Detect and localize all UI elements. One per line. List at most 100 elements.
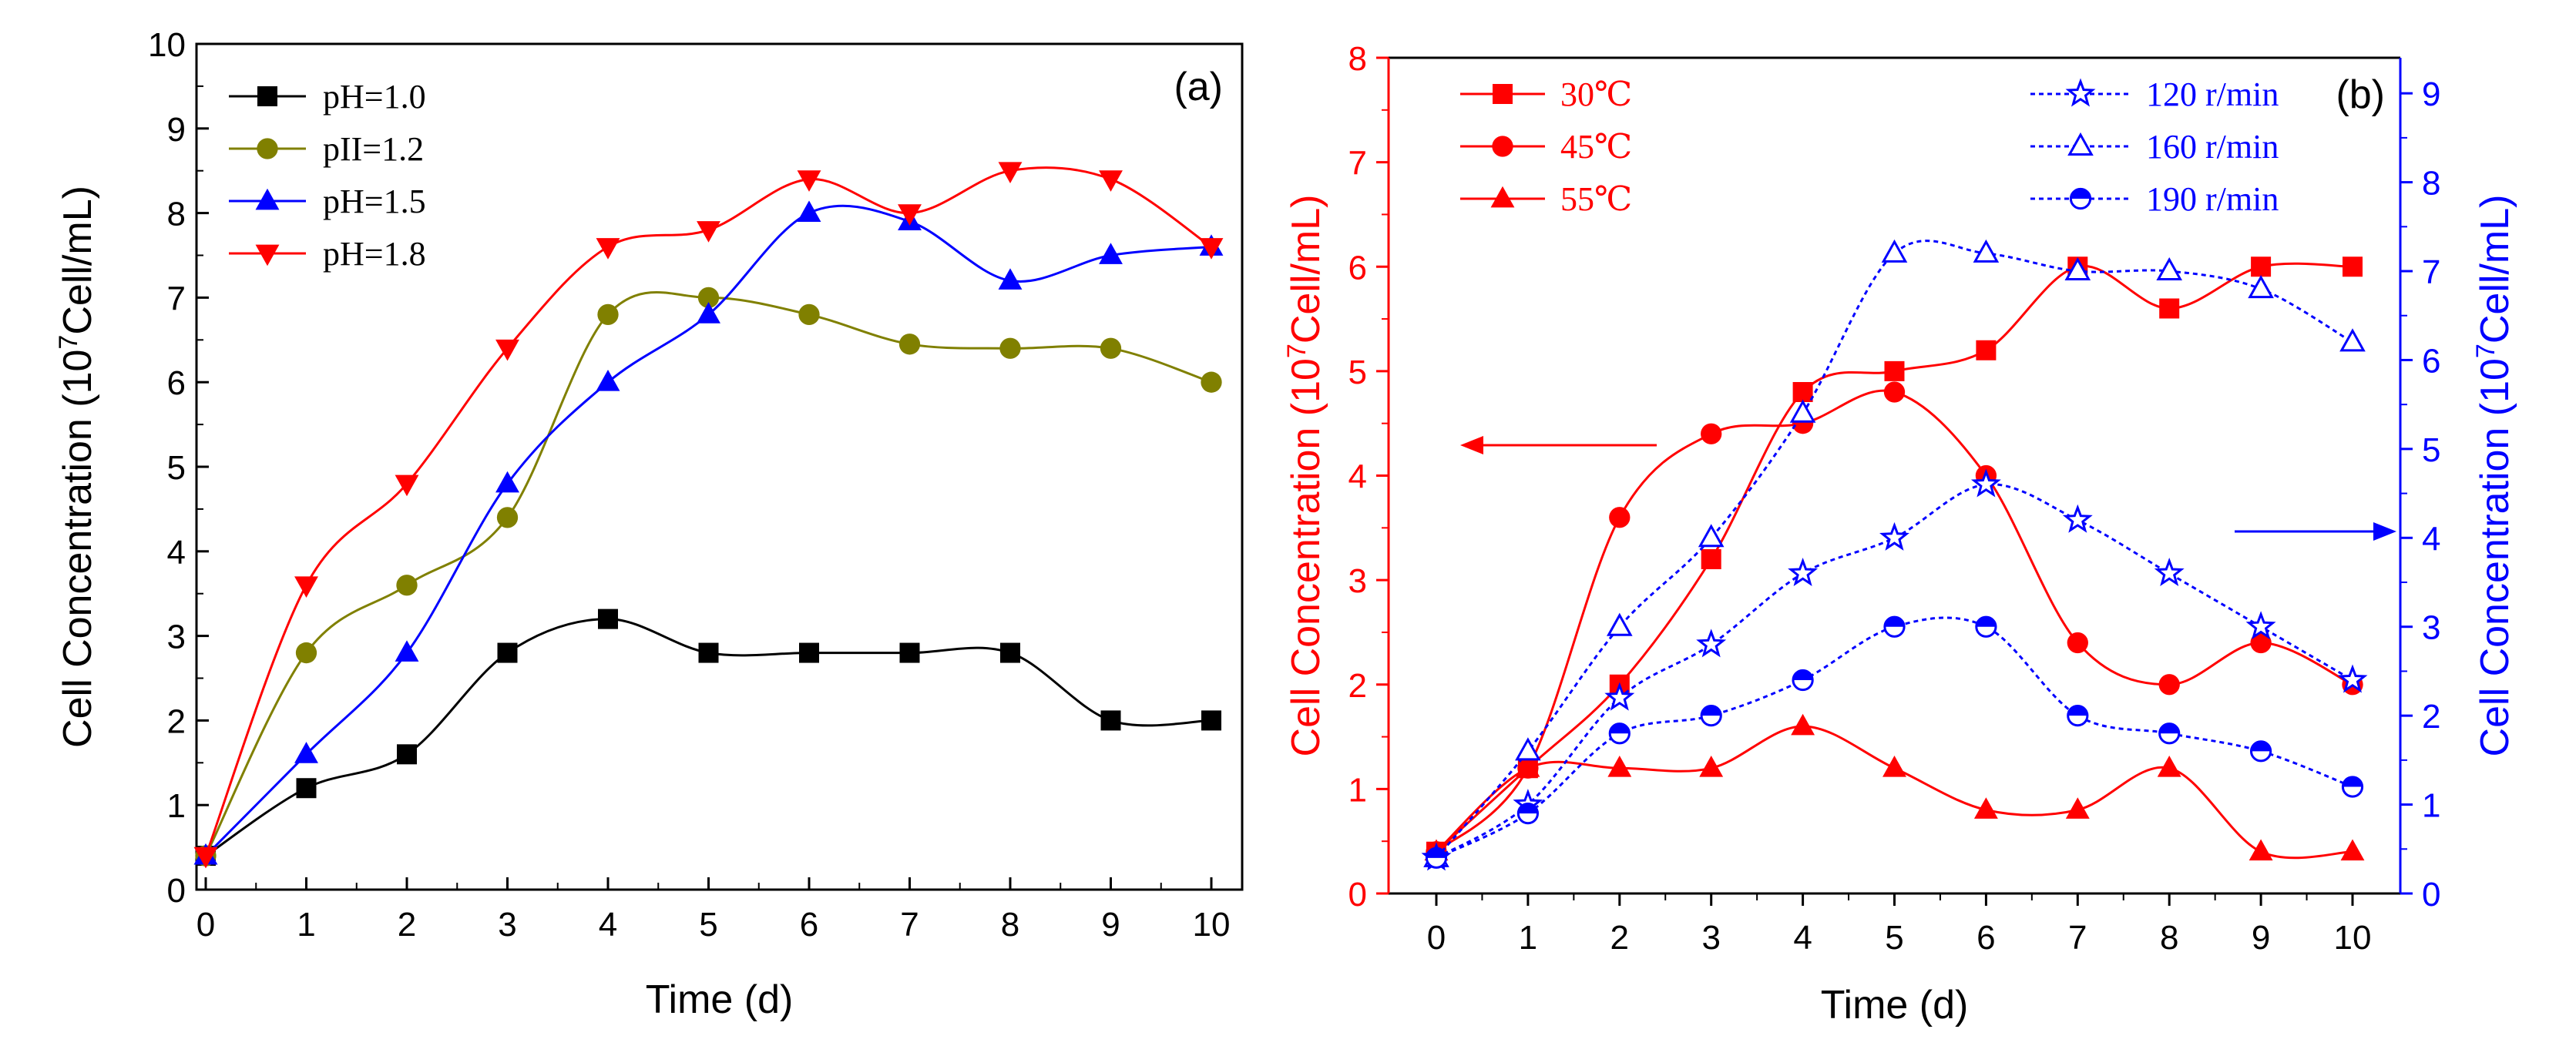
panel-b-right-legend-label: 120 r/min: [2146, 75, 2279, 113]
panel-a-point-ph-1-8: [193, 846, 218, 869]
panel-a-point-ph-1-0: [698, 642, 719, 663]
panel-a-point-pii-1-2: [295, 642, 317, 664]
panel-b-point-45: [2250, 632, 2272, 654]
panel-b-right-y-tick-label: 1: [2422, 787, 2440, 825]
panel-b-right-y-tick-label: 6: [2422, 342, 2440, 380]
panel-a-point-ph-1-0: [497, 642, 518, 663]
panel-b-left-y-tick-label: 8: [1348, 40, 1367, 78]
panel-b-point-190-r-min: [1883, 615, 1906, 638]
panel-b-point-55: [2065, 797, 2090, 819]
panel-b-right-legend-label: 160 r/min: [2146, 128, 2279, 166]
panel-b-point-160-r-min: [2064, 256, 2091, 281]
panel-b-left-y-tick-label: 4: [1348, 458, 1367, 496]
panel-b-point-55: [1607, 756, 1632, 777]
panel-b-point-190-r-min: [1516, 803, 1540, 825]
panel-a-chart: 0 1 2 3 4 5 6 7 8 9 10 0 1 2 3 4 5 6 7 8 9 10 Time (d) Cell Con…: [54, 26, 1244, 1022]
panel-a-x-tick-label: 6: [800, 906, 818, 944]
panel-a-point-pii-1-2: [597, 303, 619, 326]
panel-b-point-190-r-min: [2067, 705, 2089, 727]
panel-a-point-ph-1-8: [1099, 170, 1123, 192]
panel-b-x-tick-label: 0: [1427, 919, 1446, 957]
panel-a-point-ph-1-8: [797, 170, 821, 192]
panel-a-point-ph-1-5: [697, 302, 720, 324]
panel-a-point-pii-1-2: [697, 287, 720, 309]
panel-b-point-30: [1884, 360, 1905, 381]
panel-b-right-y-tick-label: 0: [2422, 876, 2440, 914]
panel-a-legend-marker: [255, 188, 280, 210]
panel-a-legend-marker: [255, 244, 280, 267]
panel-b-point-160-r-min: [2339, 328, 2366, 352]
panel-b-x-tick-label: 7: [2068, 919, 2087, 957]
panel-a-y-axis-label: Cell Concentration (107Cell/mL): [54, 186, 100, 748]
panel-b-point-160-r-min: [1789, 399, 1816, 423]
panel-a-point-ph-1-8: [596, 238, 620, 260]
panel-a-point-ph-1-5: [596, 369, 620, 391]
panel-b-point-120-r-min: [2154, 558, 2185, 587]
panel-a-x-tick-label: 8: [1001, 906, 1019, 944]
panel-b-series-line-45: [1435, 389, 2353, 853]
panel-b-right-legend-marker: [2069, 187, 2092, 210]
panel-b-left-legend-label: 45℃: [1560, 128, 1632, 166]
panel-a-x-tick-label: 1: [297, 906, 315, 944]
panel-a-series-line-ph-1-5: [204, 204, 1212, 857]
panel-a-point-ph-1-8: [998, 162, 1023, 183]
panel-b-point-45: [1701, 423, 1722, 444]
panel-a-point-ph-1-5: [1099, 243, 1123, 264]
panel-a-x-tick-label: 5: [699, 906, 717, 944]
panel-a-point-ph-1-0: [1201, 710, 1221, 731]
panel-b-point-190-r-min: [1700, 705, 1722, 727]
panel-b-point-30: [2251, 256, 2272, 277]
panel-b-chart: 0 1 2 3 4 5 6 7 8 0 1 2 3 4 5 6 7 8 9 0 1 2 3 4 5 6 7 8 9 10 Time (d) C…: [1282, 40, 2517, 1028]
panel-b-point-190-r-min: [2341, 776, 2364, 798]
panel-b-right-y-tick-label: 9: [2422, 75, 2440, 113]
panel-b-left-y-axis-label: Cell Concentration (107Cell/mL): [1282, 195, 1328, 757]
panel-b-series-line-190-r-min: [1436, 616, 2353, 860]
panel-b-x-tick-label: 5: [1885, 919, 1903, 957]
panel-b-left-y-tick-label: 5: [1348, 354, 1367, 391]
panel-b-point-160-r-min: [1881, 239, 1908, 263]
panel-a-x-tick-label: 0: [196, 906, 215, 944]
panel-a-y-tick-label: 4: [167, 534, 186, 572]
panel-a-point-ph-1-5: [797, 200, 821, 222]
panel-a-point-ph-1-5: [495, 471, 519, 493]
panel-a-point-ph-1-8: [898, 204, 922, 226]
panel-b-right-y-tick-label: 2: [2422, 698, 2440, 736]
panel-a-point-ph-1-0: [598, 608, 618, 629]
panel-b-point-45: [1883, 381, 1906, 403]
panel-a-point-pii-1-2: [1100, 337, 1122, 359]
panel-a-point-pii-1-2: [798, 303, 820, 326]
panel-b-left-y-tick-label: 3: [1348, 562, 1367, 600]
panel-a-y-tick-label: 1: [167, 787, 186, 825]
panel-b-point-30: [1792, 382, 1813, 402]
panel-a-x-tick-label: 4: [599, 906, 617, 944]
panel-b-x-tick-label: 3: [1701, 919, 1720, 957]
panel-a-x-tick-label: 9: [1101, 906, 1120, 944]
panel-a-y-tick-label: 10: [148, 26, 186, 64]
panel-a-legend-label: pH=1.5: [323, 183, 426, 220]
panel-b-right-y-tick-label: 3: [2422, 609, 2440, 647]
panel-a-point-ph-1-8: [495, 339, 519, 361]
panel-a-point-pii-1-2: [496, 507, 519, 528]
panel-b-point-30: [1701, 549, 1721, 569]
panel-b-right-y-tick-label: 7: [2422, 253, 2440, 291]
panel-a-legend-label: pH=1.0: [323, 78, 426, 116]
panel-b-point-120-r-min: [2337, 664, 2368, 693]
panel-b-point-160-r-min: [1698, 524, 1725, 548]
panel-a-point-ph-1-0: [296, 778, 317, 799]
panel-a-y-tick-label: 5: [167, 449, 186, 487]
panel-b-left-legend-marker: [1493, 84, 1513, 104]
panel-b-point-55: [2249, 839, 2273, 861]
panel-a-point-pii-1-2: [1201, 371, 1222, 393]
panel-a-point-ph-1-0: [1100, 710, 1121, 731]
panel-b-point-190-r-min: [2158, 722, 2181, 745]
panel-a-legend-label: pH=1.8: [323, 235, 426, 273]
panel-b-left-y-tick-label: 7: [1348, 145, 1367, 183]
panel-b-point-55: [2157, 756, 2181, 777]
panel-b-x-tick-label: 1: [1519, 919, 1537, 957]
panel-b-point-190-r-min: [1608, 722, 1631, 745]
panel-b-left-legend-label: 30℃: [1560, 75, 1632, 113]
panel-b-right-y-tick-label: 4: [2422, 520, 2440, 558]
panel-b-left-legend-marker: [1490, 186, 1515, 208]
panel-a-point-ph-1-5: [294, 742, 318, 763]
panel-b-x-tick-label: 4: [1793, 919, 1812, 957]
